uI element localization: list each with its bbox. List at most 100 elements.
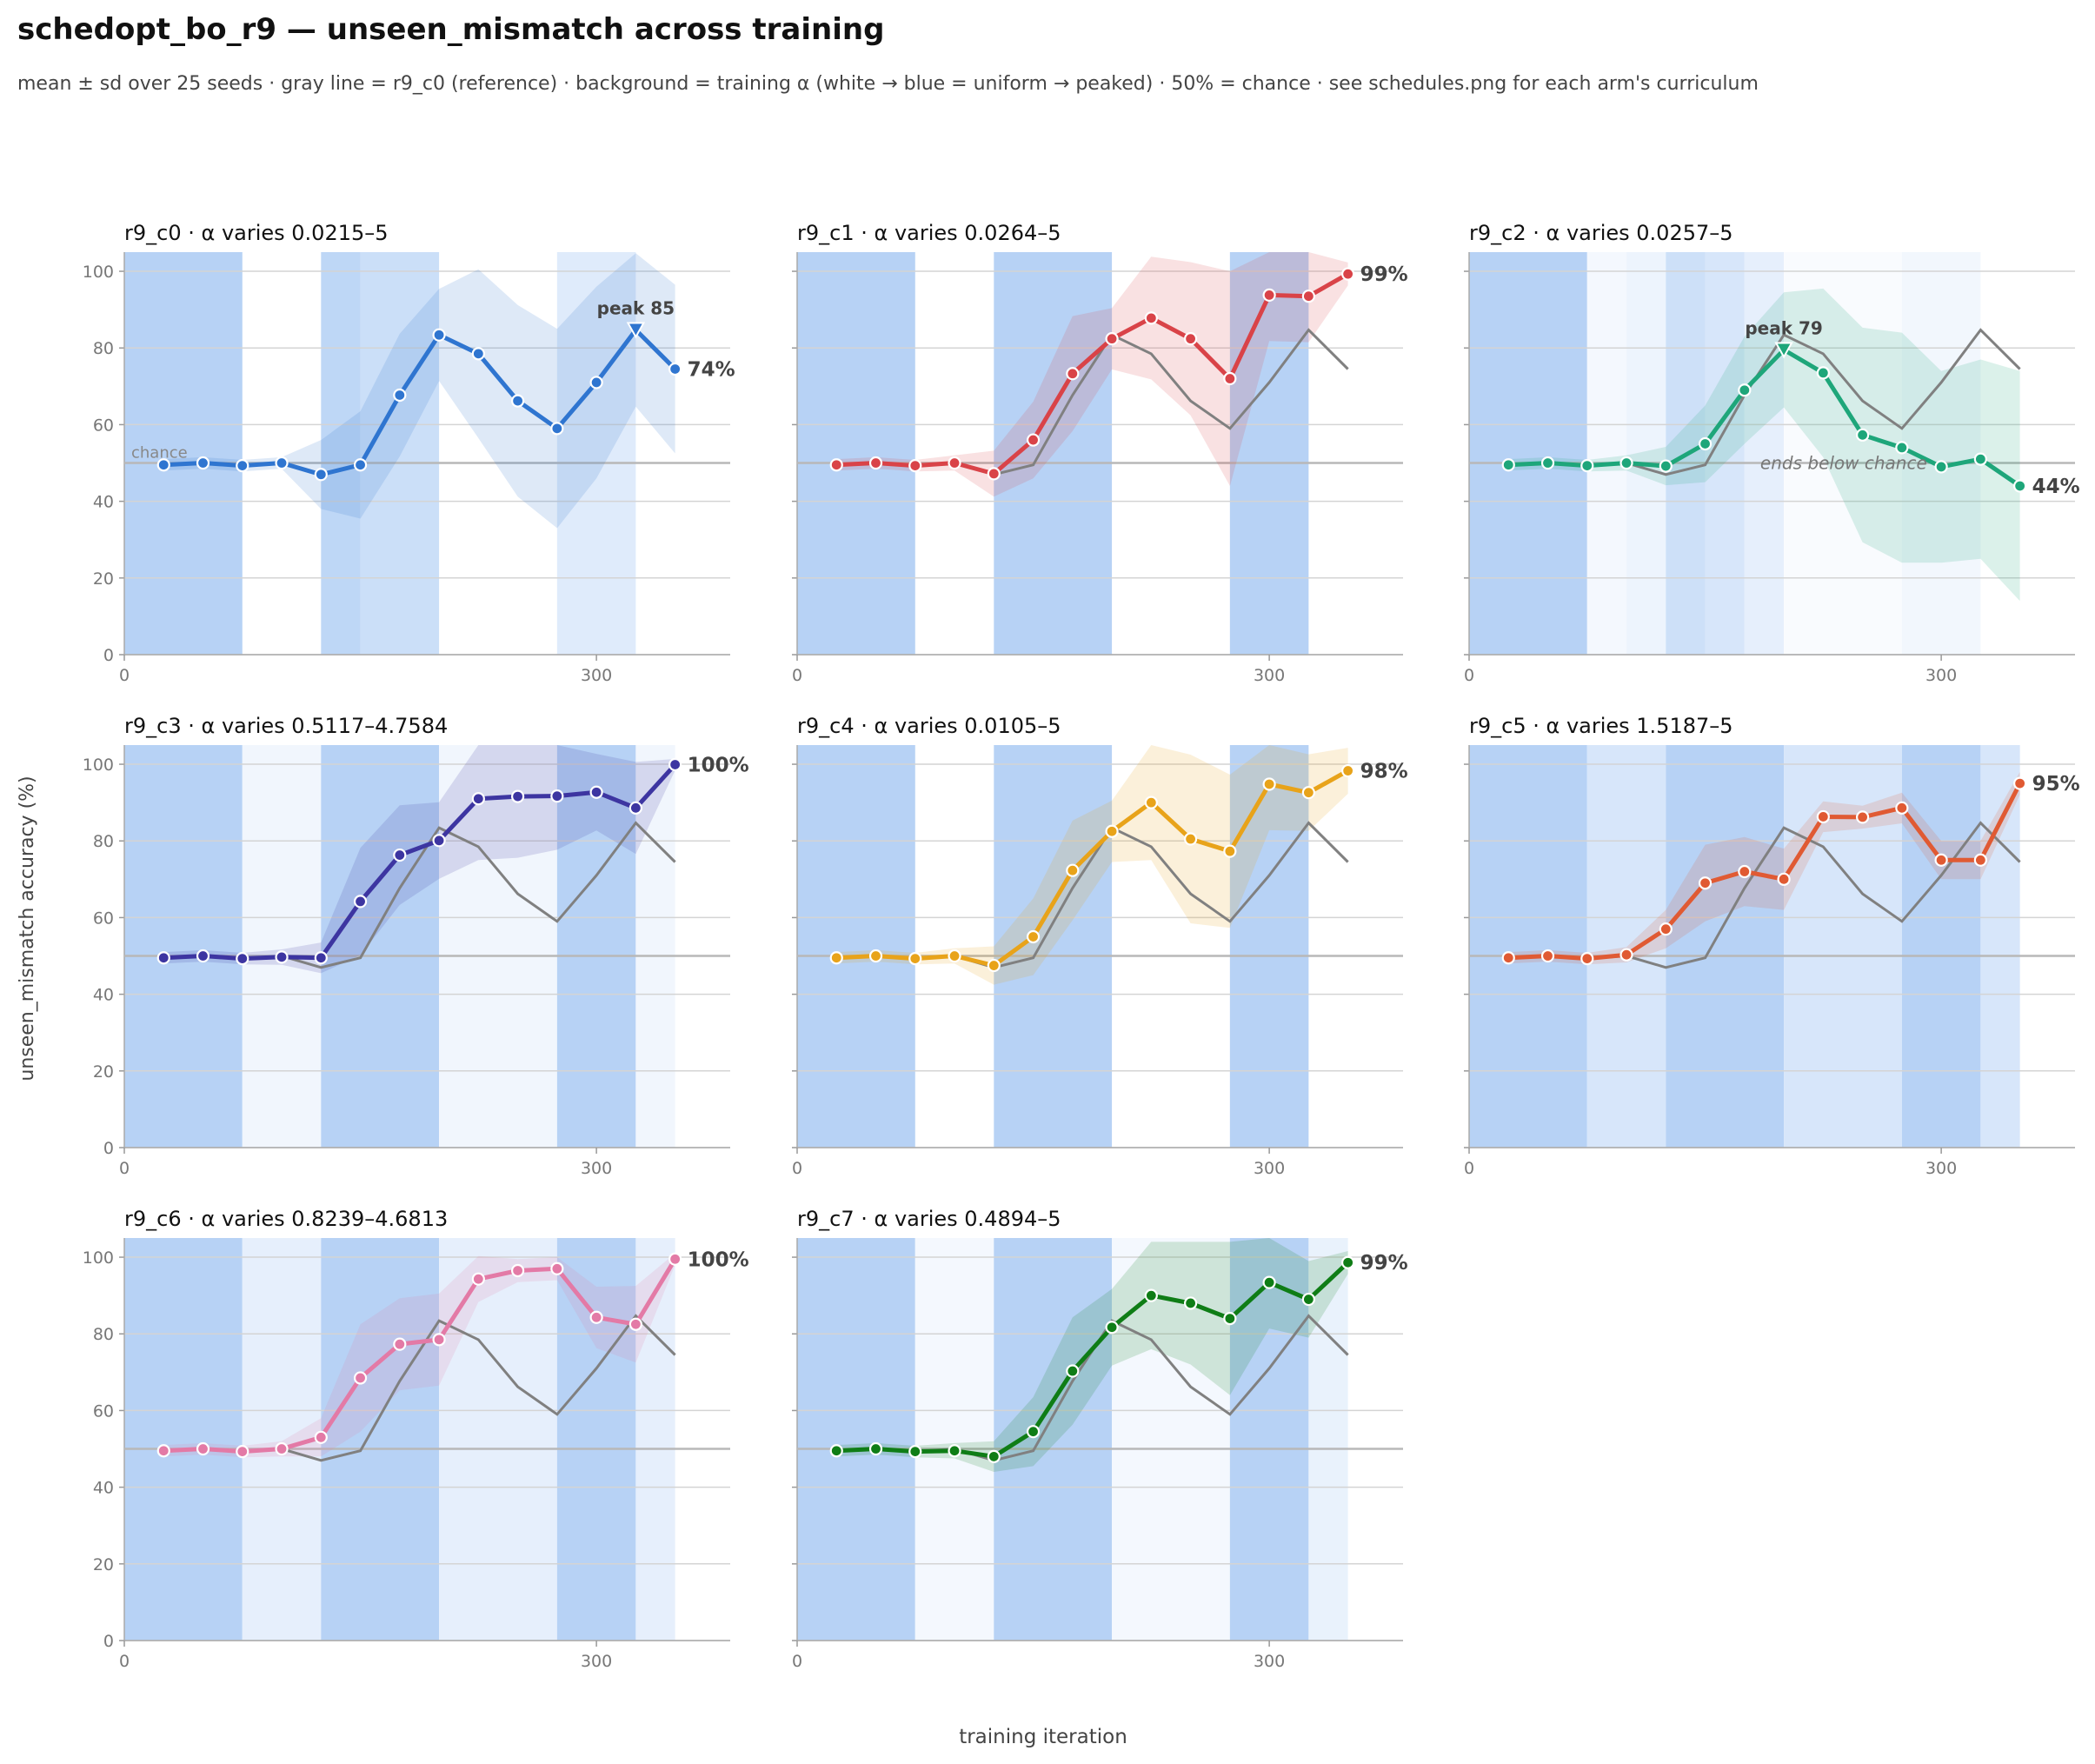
panels-group: 0 20 40 60 80 100 0 300 r9_c0 · α varies 0.0215–… bbox=[83, 221, 2080, 1671]
y-tick-label: 100 bbox=[83, 756, 114, 775]
end-label: 98% bbox=[1360, 761, 1408, 783]
y-tick-label: 0 bbox=[103, 1139, 114, 1158]
x-tick-label: 300 bbox=[1254, 666, 1285, 685]
data-point bbox=[1105, 1321, 1119, 1335]
data-point bbox=[1066, 367, 1080, 381]
data-point bbox=[156, 458, 170, 472]
alpha-band bbox=[1980, 745, 2020, 1148]
alpha-band bbox=[1744, 252, 1785, 655]
data-point bbox=[393, 848, 407, 862]
data-point bbox=[2013, 776, 2027, 790]
alpha-band bbox=[360, 252, 440, 655]
data-point bbox=[1580, 459, 1594, 473]
data-point bbox=[1183, 1296, 1198, 1310]
data-point bbox=[550, 789, 564, 803]
data-point bbox=[1026, 929, 1041, 944]
data-point bbox=[314, 1430, 328, 1444]
data-point bbox=[668, 362, 682, 376]
data-point bbox=[1698, 436, 1713, 451]
data-point bbox=[1066, 863, 1080, 877]
panel-title: r9_c1 · α varies 0.0264–5 bbox=[797, 221, 1061, 245]
data-point bbox=[1223, 844, 1237, 858]
data-point bbox=[550, 1261, 564, 1275]
alpha-band bbox=[1586, 252, 1627, 655]
data-point bbox=[1501, 458, 1515, 472]
end-label: 95% bbox=[2032, 773, 2080, 795]
data-point bbox=[1816, 809, 1830, 824]
data-point bbox=[275, 1441, 289, 1456]
data-point bbox=[589, 785, 603, 799]
data-point bbox=[471, 1272, 485, 1286]
alpha-band bbox=[994, 252, 1113, 655]
panel-r9_c4: 0 300 r9_c4 · α varies 0.0105–5 98% bbox=[792, 714, 1408, 1178]
x-tick-label: 0 bbox=[792, 1652, 802, 1671]
data-point bbox=[908, 1445, 922, 1459]
data-point bbox=[1262, 1275, 1276, 1289]
data-point bbox=[948, 949, 961, 963]
data-point bbox=[156, 951, 170, 965]
data-point bbox=[1973, 452, 1987, 466]
panel-r9_c6: 0 20 40 60 80 100 0 300 r9_c6 · α varies 0.8239–… bbox=[83, 1207, 749, 1671]
panel-r9_c0: 0 20 40 60 80 100 0 300 r9_c0 · α varies 0.0215–… bbox=[83, 221, 735, 685]
data-point bbox=[668, 757, 682, 772]
data-point bbox=[1973, 853, 1987, 867]
sd-band bbox=[836, 745, 1348, 985]
annotation-note: ends below chance bbox=[1760, 453, 1927, 474]
alpha-band bbox=[635, 1238, 675, 1641]
data-point bbox=[471, 792, 485, 806]
data-point bbox=[1301, 786, 1315, 800]
data-point bbox=[868, 456, 883, 470]
end-label: 74% bbox=[688, 358, 735, 381]
data-point bbox=[432, 1333, 446, 1347]
data-point bbox=[236, 952, 249, 966]
y-tick-label: 20 bbox=[93, 1555, 114, 1574]
x-tick-label: 300 bbox=[1254, 1652, 1285, 1671]
peak-label: peak 79 bbox=[1745, 317, 1822, 338]
data-point bbox=[1105, 332, 1119, 346]
sd-band bbox=[163, 1253, 675, 1458]
alpha-band bbox=[439, 745, 557, 1148]
end-label: 44% bbox=[2032, 476, 2080, 498]
data-point bbox=[1301, 1292, 1315, 1307]
data-point bbox=[628, 801, 642, 815]
alpha-band bbox=[439, 1238, 557, 1641]
x-tick-label: 300 bbox=[1925, 666, 1957, 685]
data-point bbox=[1262, 288, 1276, 302]
y-tick-label: 80 bbox=[93, 1325, 114, 1344]
alpha-band bbox=[1469, 745, 1587, 1148]
data-point bbox=[1341, 1255, 1355, 1269]
data-point bbox=[668, 1252, 682, 1266]
data-point bbox=[1223, 1311, 1237, 1326]
panel-r9_c5: 0 300 r9_c5 · α varies 1.5187–5 95% bbox=[1464, 714, 2080, 1178]
data-point bbox=[156, 1444, 170, 1458]
data-point bbox=[1738, 864, 1752, 879]
data-point bbox=[1777, 872, 1791, 886]
data-point bbox=[275, 950, 289, 964]
data-point bbox=[275, 456, 289, 470]
y-tick-label: 100 bbox=[83, 1248, 114, 1268]
alpha-band bbox=[994, 745, 1113, 1148]
data-point bbox=[1659, 459, 1673, 473]
y-tick-label: 60 bbox=[93, 1401, 114, 1421]
alpha-band bbox=[556, 1238, 636, 1641]
end-label: 100% bbox=[688, 1248, 749, 1271]
alpha-band bbox=[242, 745, 322, 1148]
alpha-band bbox=[321, 745, 440, 1148]
data-point bbox=[432, 834, 446, 848]
data-point bbox=[1183, 832, 1198, 846]
data-point bbox=[550, 422, 564, 436]
data-point bbox=[1855, 810, 1870, 824]
data-point bbox=[589, 1310, 603, 1324]
data-point bbox=[829, 951, 843, 965]
data-point bbox=[1144, 795, 1158, 809]
x-tick-label: 300 bbox=[581, 666, 612, 685]
data-point bbox=[1301, 290, 1315, 303]
data-point bbox=[1026, 1425, 1041, 1439]
data-point bbox=[1698, 876, 1713, 890]
chance-note: chance bbox=[131, 444, 188, 463]
data-point bbox=[393, 388, 407, 403]
data-point bbox=[471, 347, 485, 361]
data-point bbox=[868, 949, 883, 963]
data-point bbox=[987, 467, 1001, 481]
data-point bbox=[314, 468, 328, 482]
